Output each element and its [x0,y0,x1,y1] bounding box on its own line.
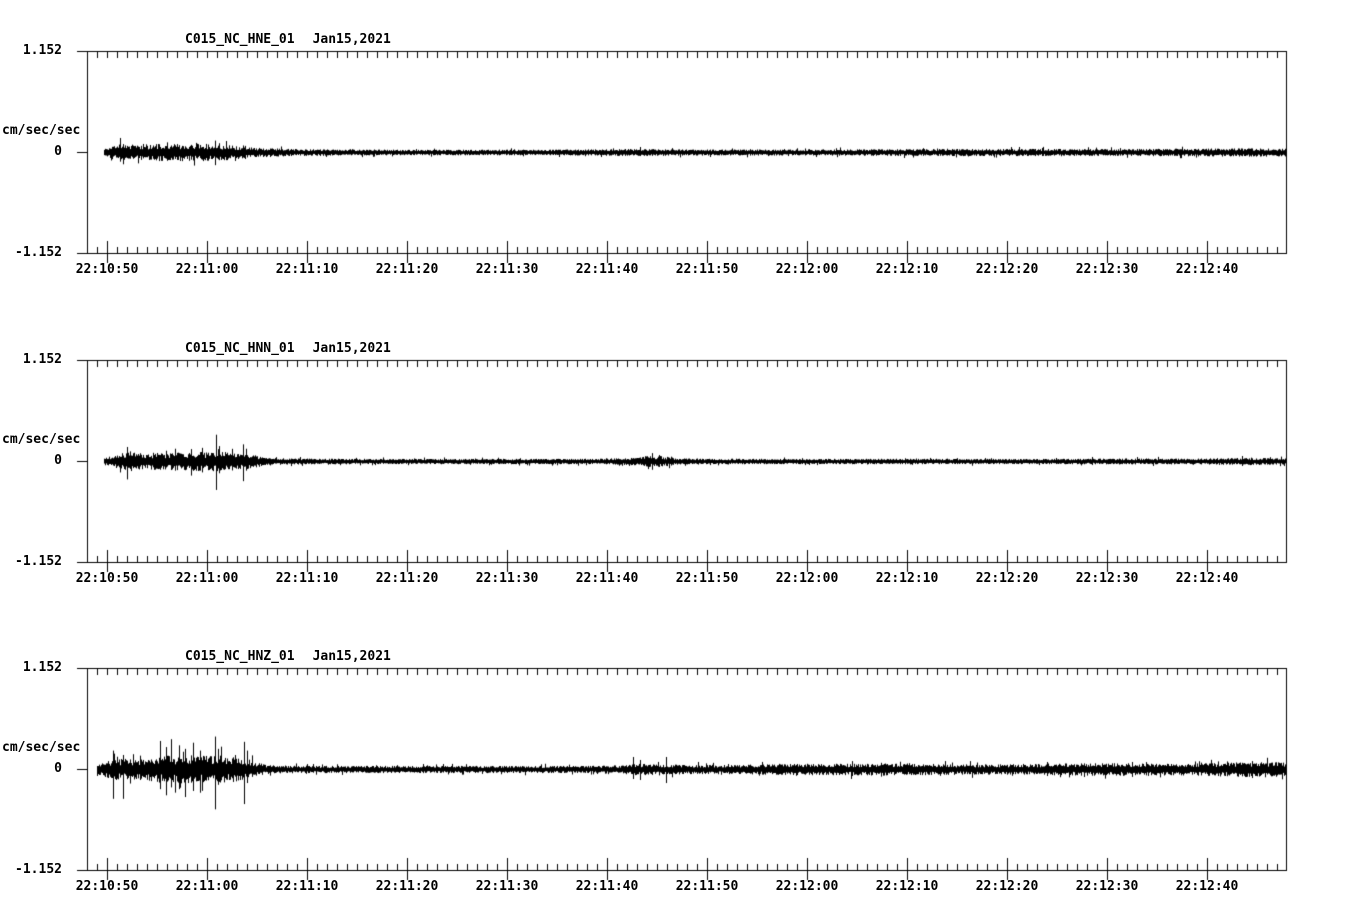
x-tick-label: 22:11:10 [275,262,339,277]
plot-title: C015_NC_HNN_01 Jan15,2021 [185,342,391,356]
date-label: Jan15,2021 [312,32,391,47]
y-axis-max-label: 1.152 [22,43,62,58]
plot-title: C015_NC_HNE_01 Jan15,2021 [185,33,391,47]
y-axis-units-label: cm/sec/sec [2,123,81,138]
x-tick-label: 22:11:30 [475,262,539,277]
station-channel-label: C015_NC_HNZ_01 [185,649,295,664]
date-label: Jan15,2021 [312,341,391,356]
x-tick-label: 22:11:00 [175,262,239,277]
y-axis-max-label: 1.152 [22,660,62,675]
x-tick-label: 22:11:40 [575,571,639,586]
x-tick-label: 22:11:20 [375,879,439,894]
x-tick-label: 22:12:30 [1075,262,1139,277]
x-tick-label: 22:11:40 [575,262,639,277]
x-tick-label: 22:12:00 [775,262,839,277]
x-tick-label: 22:11:00 [175,879,239,894]
x-tick-label: 22:12:20 [975,879,1039,894]
date-label: Jan15,2021 [312,649,391,664]
y-axis-zero-label: 0 [54,453,62,468]
x-tick-label: 22:10:50 [75,262,139,277]
x-tick-label: 22:12:20 [975,262,1039,277]
station-channel-label: C015_NC_HNN_01 [185,341,295,356]
x-tick-label: 22:12:40 [1175,262,1239,277]
x-tick-label: 22:12:10 [875,262,939,277]
y-axis-max-label: 1.152 [22,352,62,367]
x-tick-label: 22:11:40 [575,879,639,894]
y-axis-min-label: -1.152 [15,245,62,260]
x-tick-label: 22:12:40 [1175,879,1239,894]
y-axis-units-label: cm/sec/sec [2,432,81,447]
x-tick-label: 22:10:50 [75,879,139,894]
x-tick-label: 22:12:00 [775,879,839,894]
x-tick-label: 22:11:50 [675,262,739,277]
x-tick-label: 22:12:40 [1175,571,1239,586]
x-tick-label: 22:12:00 [775,571,839,586]
y-axis-min-label: -1.152 [15,554,62,569]
x-tick-label: 22:12:10 [875,879,939,894]
y-axis-zero-label: 0 [54,144,62,159]
x-tick-label: 22:12:20 [975,571,1039,586]
y-axis-units-label: cm/sec/sec [2,740,81,755]
x-tick-label: 22:11:00 [175,571,239,586]
x-tick-label: 22:11:50 [675,571,739,586]
y-axis-min-label: -1.152 [15,862,62,877]
x-tick-label: 22:12:10 [875,571,939,586]
x-tick-label: 22:11:20 [375,571,439,586]
x-tick-label: 22:11:20 [375,262,439,277]
x-tick-label: 22:11:10 [275,571,339,586]
y-axis-zero-label: 0 [54,761,62,776]
station-channel-label: C015_NC_HNE_01 [185,32,295,47]
x-tick-label: 22:12:30 [1075,571,1139,586]
x-tick-label: 22:11:10 [275,879,339,894]
x-tick-label: 22:10:50 [75,571,139,586]
x-tick-label: 22:11:30 [475,879,539,894]
x-tick-label: 22:12:30 [1075,879,1139,894]
x-tick-label: 22:11:30 [475,571,539,586]
x-tick-label: 22:11:50 [675,879,739,894]
plot-title: C015_NC_HNZ_01 Jan15,2021 [185,650,391,664]
